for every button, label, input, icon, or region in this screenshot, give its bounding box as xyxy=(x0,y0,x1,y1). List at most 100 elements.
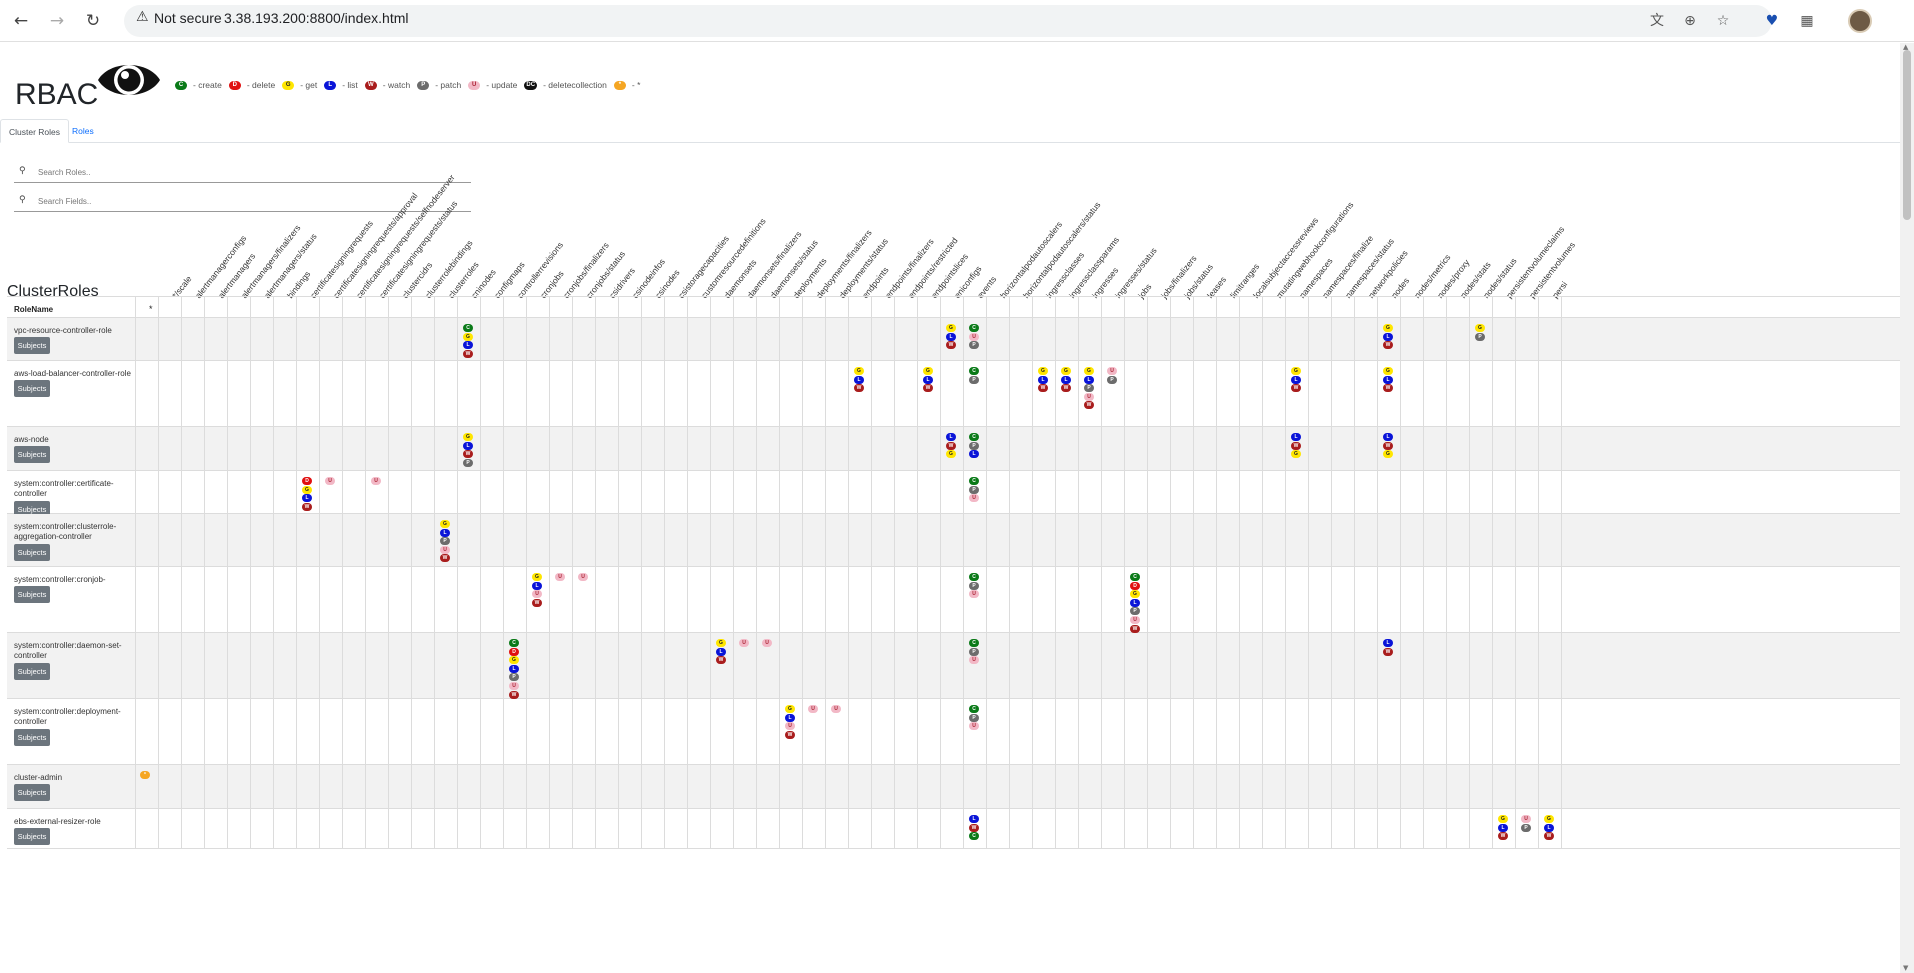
column-header[interactable]: daemonsets xyxy=(722,257,759,301)
subjects-button[interactable]: Subjects xyxy=(14,501,50,518)
grid-line xyxy=(963,809,964,848)
column-header[interactable]: alertmanagerconfigs xyxy=(193,233,249,301)
rolename-header[interactable]: RoleName xyxy=(14,305,54,314)
back-icon[interactable]: ← xyxy=(13,11,29,31)
column-header[interactable]: ingresses xyxy=(1090,265,1121,301)
tab-cluster-roles[interactable]: Cluster Roles xyxy=(0,119,70,143)
column-header[interactable]: configmaps xyxy=(492,259,527,301)
grid-line xyxy=(825,297,826,317)
warning-icon[interactable]: ⚠ xyxy=(136,9,149,25)
grid-line xyxy=(1216,297,1217,317)
grid-line xyxy=(1354,361,1355,426)
column-header[interactable]: deployments xyxy=(791,256,829,301)
security-label[interactable]: Not secure xyxy=(154,10,222,26)
search-fields-input[interactable] xyxy=(38,195,458,208)
subjects-button[interactable]: Subjects xyxy=(14,337,50,354)
grid-line xyxy=(1078,427,1079,470)
column-header[interactable]: jobs/finalizers xyxy=(1159,253,1199,301)
column-header[interactable]: eniconfigs xyxy=(952,263,984,301)
column-header[interactable]: csidrivers xyxy=(607,265,637,301)
extensions-puzzle-icon[interactable]: ▦ xyxy=(1800,13,1814,29)
column-header[interactable]: localsubjectaccessreviews xyxy=(1251,215,1321,301)
column-header[interactable]: persistentvolumes xyxy=(1527,240,1578,301)
subjects-button[interactable]: Subjects xyxy=(14,729,50,746)
column-header[interactable]: daemonsets/status xyxy=(768,237,820,301)
grid-line xyxy=(411,297,412,317)
reload-icon[interactable]: ↻ xyxy=(85,11,101,31)
column-header[interactable]: clustercidrs xyxy=(400,260,435,301)
subjects-button[interactable]: Subjects xyxy=(14,663,50,680)
column-header[interactable]: clusterroles xyxy=(446,259,481,301)
column-header[interactable]: deployments/finalizers xyxy=(814,227,874,301)
column-header[interactable]: namespaces/status xyxy=(1343,236,1396,301)
column-header[interactable]: horizontalpodautoscalers xyxy=(998,219,1065,301)
column-header[interactable]: controllerrevisions xyxy=(515,240,566,301)
column-header[interactable]: daemonsets/finalizers xyxy=(745,229,804,301)
column-header[interactable]: ingressclasses xyxy=(1044,250,1087,301)
subjects-button[interactable]: Subjects xyxy=(14,828,50,845)
subjects-button[interactable]: Subjects xyxy=(14,586,50,603)
column-header[interactable]: persistentvolumeclaims xyxy=(1504,224,1567,301)
grid-line xyxy=(204,318,205,360)
column-header[interactable]: clusterrolebindings xyxy=(423,238,475,301)
column-header[interactable]: cronjobs/status xyxy=(584,248,628,301)
bookmark-star-icon[interactable]: ☆ xyxy=(1716,13,1730,29)
column-header[interactable]: certificatesigningrequests/status xyxy=(377,198,460,301)
column-header[interactable]: endpointslices xyxy=(929,251,971,301)
column-header[interactable]: networkpolicies xyxy=(1366,248,1410,301)
column-header[interactable]: mutatingwebhookconfigurations xyxy=(1274,199,1356,301)
column-header[interactable]: endpoints xyxy=(860,264,891,301)
grid-line xyxy=(1423,471,1424,513)
column-header[interactable]: deployments/status xyxy=(837,236,890,301)
column-header[interactable]: namespaces xyxy=(1297,256,1335,301)
zoom-icon[interactable]: ⊕ xyxy=(1684,13,1696,29)
column-header[interactable]: csinodeinfos xyxy=(630,256,667,301)
subjects-button[interactable]: Subjects xyxy=(14,446,50,463)
subjects-button[interactable]: Subjects xyxy=(14,544,50,561)
column-header[interactable]: horizontalpodautoscalers/status xyxy=(1021,199,1103,301)
scroll-down-icon[interactable]: ▼ xyxy=(1903,964,1909,972)
perm-badge-p: P xyxy=(969,713,979,722)
column-header[interactable]: jobs/status xyxy=(1182,261,1215,301)
forward-icon[interactable]: → xyxy=(49,11,65,31)
perm-badge-p: P xyxy=(1130,607,1140,616)
search-roles-input[interactable] xyxy=(38,166,458,179)
extension-heart-icon[interactable]: ♥ xyxy=(1765,13,1779,29)
grid-line xyxy=(733,765,734,808)
column-header[interactable]: namespaces/finalize xyxy=(1320,233,1376,301)
profile-avatar[interactable] xyxy=(1848,9,1872,33)
column-header[interactable]: endpoints/finalizers xyxy=(883,236,936,301)
column-header[interactable]: ingressclassparams xyxy=(1067,234,1122,301)
grid-line xyxy=(848,699,849,764)
address-bar[interactable] xyxy=(124,5,1772,37)
column-header[interactable]: alertmanagers/finalizers xyxy=(239,222,303,301)
scroll-up-icon[interactable]: ▲ xyxy=(1903,43,1909,51)
column-header[interactable]: customresourcedefinitions xyxy=(699,216,768,301)
column-header[interactable]: nodes/status xyxy=(1481,256,1519,301)
column-header[interactable]: nodes/proxy xyxy=(1435,257,1472,301)
subjects-button[interactable]: Subjects xyxy=(14,784,50,801)
table-row: system:controller:certificate-controller… xyxy=(7,471,1900,518)
url-text[interactable]: 3.38.193.200:8800/index.html xyxy=(224,10,409,26)
column-header[interactable]: alertmanagers/status xyxy=(262,231,319,301)
translate-icon[interactable]: 文 xyxy=(1650,13,1664,29)
column-header[interactable]: cronjobs/finalizers xyxy=(561,240,611,301)
scrollbar-thumb[interactable] xyxy=(1903,50,1911,220)
column-header[interactable]: nodes/metrics xyxy=(1412,252,1453,301)
tab-roles[interactable]: Roles xyxy=(72,126,94,136)
column-header[interactable]: certificatesigningrequests xyxy=(308,218,375,301)
column-header[interactable]: alertmanagers xyxy=(216,251,258,301)
column-header[interactable]: nodes/stats xyxy=(1458,259,1493,301)
column-header[interactable]: csistoragecapacities xyxy=(676,233,732,301)
column-header[interactable]: ingresses/status xyxy=(1113,245,1159,301)
permission-cell: U xyxy=(739,639,749,647)
star-header[interactable]: * xyxy=(149,304,153,314)
vertical-scrollbar[interactable]: ▲ ▼ xyxy=(1900,43,1914,973)
grid-line xyxy=(1216,567,1217,632)
column-header[interactable]: limitranges xyxy=(1228,261,1262,301)
subjects-button[interactable]: Subjects xyxy=(14,380,50,397)
column-header[interactable]: endpoints/restricted xyxy=(906,235,960,301)
